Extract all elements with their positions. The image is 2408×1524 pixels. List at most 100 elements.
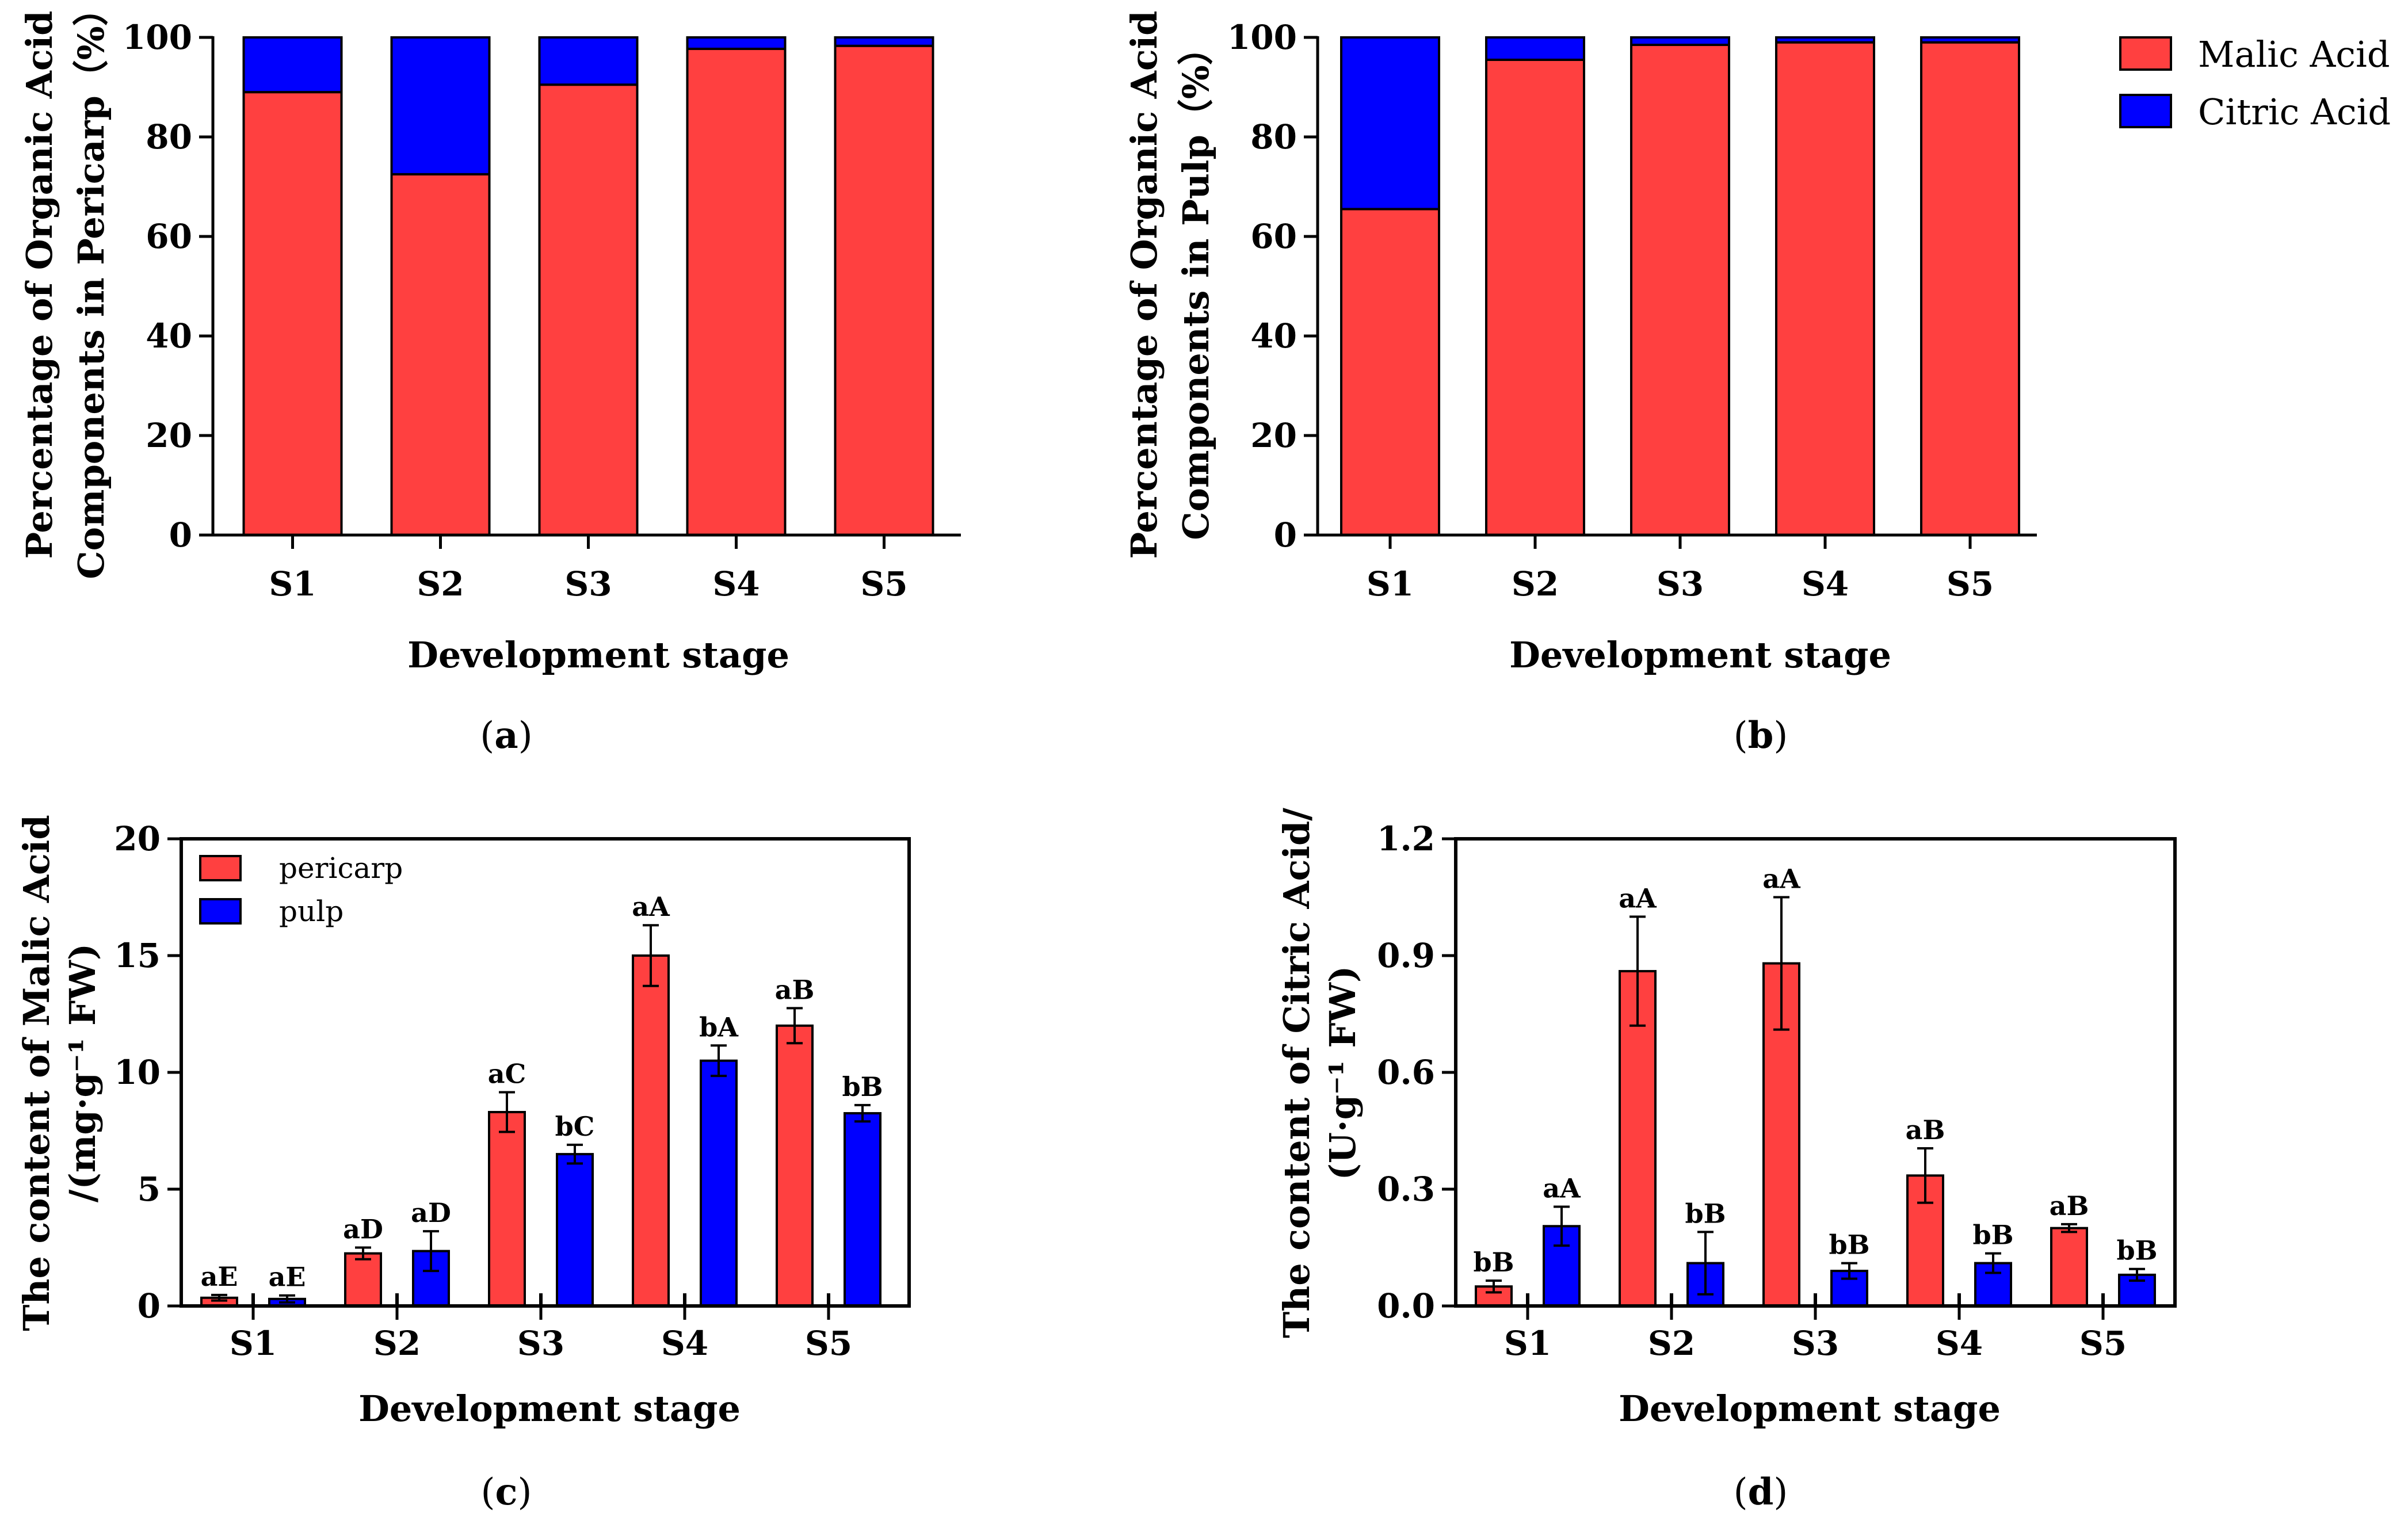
- bar-malic-acid-s5: [834, 44, 934, 536]
- y-tick-label-10: 10: [114, 1053, 161, 1092]
- y-tick-label-15: 15: [114, 936, 161, 975]
- significance-label-pulp-s5: bB: [842, 1071, 883, 1102]
- x-tick-label-s5: S5: [860, 564, 907, 604]
- significance-label-pericarp-s5: aB: [2050, 1190, 2089, 1221]
- legend-swatch-pulp: [199, 898, 242, 925]
- bar-malic-acid-s3: [538, 83, 639, 537]
- x-axis-label: Development stage: [1619, 1388, 2001, 1430]
- x-tick-label-s1: S1: [269, 564, 316, 604]
- significance-label-pulp-s1: aE: [269, 1262, 306, 1293]
- y-tick-label-60: 60: [1250, 217, 1297, 256]
- significance-label-pericarp-s4: aA: [632, 891, 670, 922]
- x-tick-label-s2: S2: [373, 1324, 421, 1363]
- bar-malic-acid-s4: [686, 47, 787, 536]
- x-tick-label-s2: S2: [1512, 564, 1559, 604]
- bar-malic-acid-s5: [1920, 41, 2020, 536]
- bar-malic-acid-s2: [390, 173, 491, 536]
- bar-malic-acid-s2: [1485, 58, 1585, 537]
- y-tick-label-5: 5: [138, 1170, 161, 1209]
- y-tick-label-60: 60: [146, 217, 192, 256]
- significance-label-pericarp-s4: aB: [1906, 1114, 1945, 1145]
- y-axis-label-line-1: Percentage of Organic Acid: [18, 10, 60, 559]
- y-tick-label-0.9: 0.9: [1377, 936, 1435, 975]
- bar-pericarp-s2: [344, 1252, 382, 1307]
- panel-label-b: (b): [1734, 714, 1788, 757]
- bar-citric-acid-s3: [1630, 36, 1730, 46]
- y-tick-label-80: 80: [1250, 117, 1297, 156]
- significance-label-pulp-s5: bB: [2116, 1235, 2157, 1266]
- y-tick-label-0: 0: [138, 1286, 161, 1326]
- x-tick-label-s4: S4: [661, 1324, 708, 1363]
- x-tick-label-s1: S1: [1504, 1324, 1551, 1363]
- x-axis-label: Development stage: [1509, 634, 1891, 676]
- significance-label-pericarp-s2: aD: [343, 1214, 383, 1245]
- y-tick-label-100: 100: [1227, 18, 1297, 57]
- bar-citric-acid-s3: [538, 36, 639, 86]
- legend-swatch-pericarp: [199, 855, 242, 881]
- bar-citric-acid-s1: [1340, 36, 1440, 211]
- bar-malic-acid-s3: [1630, 43, 1730, 537]
- y-axis-label-line-2: (U·g⁻¹ FW): [1322, 966, 1364, 1181]
- y-tick-label-0: 0: [1274, 515, 1297, 555]
- x-tick-label-s4: S4: [1802, 564, 1849, 604]
- x-tick-label-s4: S4: [1936, 1324, 1983, 1363]
- bar-malic-acid-s4: [1775, 41, 1875, 536]
- legend-swatch-citric-acid: [2119, 94, 2172, 128]
- x-tick-label-s5: S5: [1947, 564, 1994, 604]
- x-tick-label-s1: S1: [230, 1324, 277, 1363]
- bar-citric-acid-s5: [834, 36, 934, 47]
- significance-label-pericarp-s3: aC: [488, 1059, 526, 1090]
- x-tick-label-s2: S2: [417, 564, 464, 604]
- y-axis-label-line-1: Percentage of Organic Acid: [1123, 10, 1165, 559]
- x-tick-label-s3: S3: [564, 564, 612, 604]
- bar-citric-acid-s4: [1775, 36, 1875, 44]
- bar-pericarp-s5: [776, 1024, 814, 1308]
- x-tick-label-s3: S3: [517, 1324, 564, 1363]
- significance-label-pericarp-s1: aE: [201, 1261, 238, 1292]
- legend-label-citric-acid: Citric Acid: [2198, 91, 2391, 133]
- significance-label-pulp-s4: bA: [699, 1011, 739, 1042]
- y-tick-label-1.2: 1.2: [1377, 819, 1435, 858]
- y-tick-label-0.0: 0.0: [1377, 1286, 1435, 1326]
- x-tick-label-s2: S2: [1648, 1324, 1695, 1363]
- legend-swatch-malic-acid: [2119, 36, 2172, 71]
- chart-panel-b: 0 20 40 60 80 100 S1 S2 S3 S4 S5 Development stage P…: [1123, 10, 2391, 757]
- chart-panel-c: aE aE aD aD aC bC aA bA aB bB 0 5 10 15 20 S1 S2 S3 S4 S5 De…: [16, 815, 911, 1514]
- bar-pulp-s3: [556, 1153, 594, 1307]
- bar-pericarp-s4: [632, 954, 670, 1307]
- y-tick-label-100: 100: [123, 18, 192, 57]
- significance-label-pericarp-s5: aB: [775, 974, 815, 1005]
- significance-label-pericarp-s3: aA: [1762, 864, 1801, 895]
- bar-pericarp-s5: [2050, 1227, 2088, 1308]
- y-axis-label-line-2: Components in Pulp（%）: [1175, 29, 1217, 540]
- chart-panel-d: bB aA aA bB aA bB aB bB aB bB 0.0 0.3 0.6 0.9 1.2 S1 S2 S…: [1276, 808, 2177, 1514]
- x-axis-label: Development stage: [407, 634, 789, 676]
- bar-pericarp-s3: [488, 1111, 526, 1308]
- x-tick-label-s5: S5: [2079, 1324, 2127, 1363]
- significance-label-pulp-s3: bB: [1829, 1229, 1869, 1261]
- y-tick-label-40: 40: [146, 316, 192, 356]
- x-axis-label: Development stage: [358, 1388, 741, 1430]
- significance-label-pulp-s1: aA: [1543, 1172, 1581, 1204]
- bar-malic-acid-s1: [242, 91, 343, 536]
- bar-malic-acid-s1: [1340, 208, 1440, 536]
- y-tick-label-40: 40: [1250, 316, 1297, 356]
- panel-label-d: (d): [1734, 1470, 1788, 1514]
- y-tick-label-20: 20: [114, 819, 161, 858]
- y-tick-label-0: 0: [169, 515, 192, 555]
- y-tick-label-0.3: 0.3: [1377, 1170, 1435, 1209]
- significance-label-pulp-s3: bC: [555, 1111, 595, 1142]
- significance-label-pulp-s2: aD: [411, 1197, 451, 1228]
- panel-label-c: (c): [481, 1470, 532, 1514]
- panel-label-a: (a): [480, 714, 532, 757]
- legend-label-pericarp: pericarp: [279, 851, 403, 885]
- significance-label-pericarp-s1: bB: [1473, 1247, 1514, 1278]
- y-tick-label-80: 80: [146, 117, 192, 156]
- significance-label-pericarp-s2: aA: [1619, 883, 1657, 914]
- bar-citric-acid-s5: [1920, 36, 2020, 44]
- bar-pulp-s4: [700, 1059, 738, 1307]
- bar-citric-acid-s2: [1485, 36, 1585, 61]
- x-tick-label-s1: S1: [1367, 564, 1414, 604]
- y-tick-label-20: 20: [146, 416, 192, 455]
- y-axis-label-line-1: The content of Citric Acid/: [1276, 808, 1318, 1338]
